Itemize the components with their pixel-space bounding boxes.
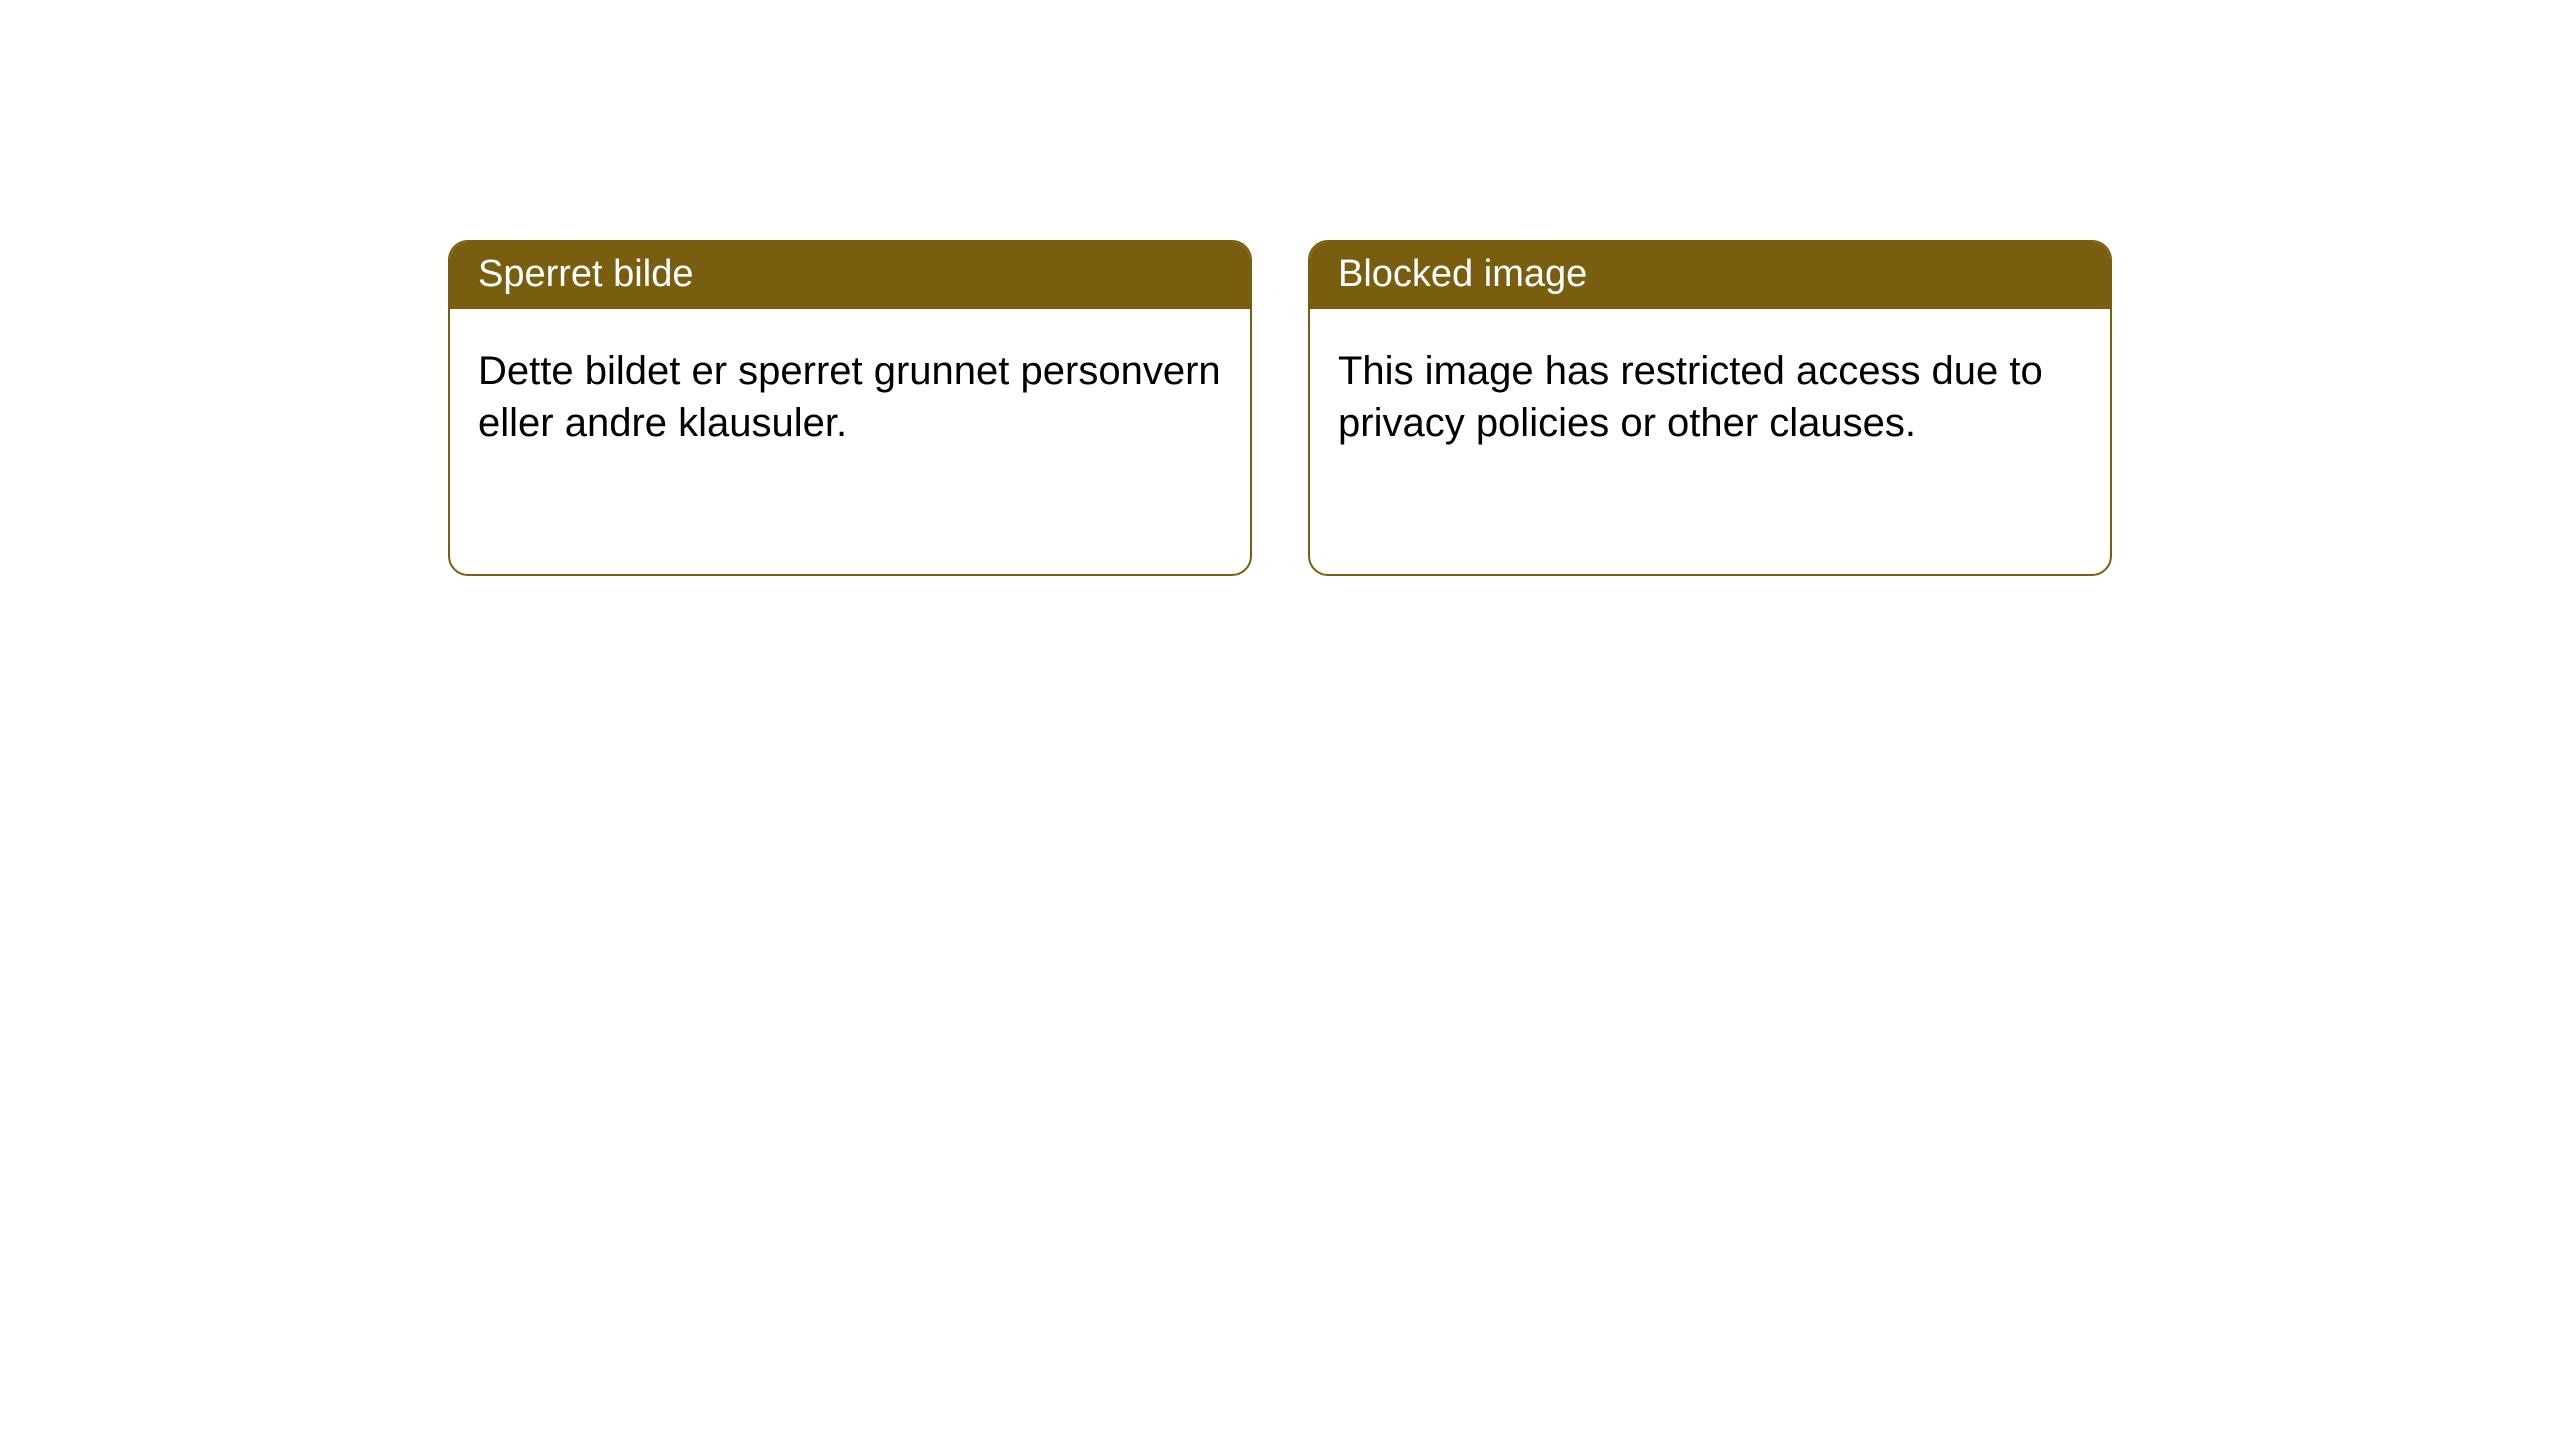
panels-container: Sperret bilde Dette bildet er sperret gr… [0,0,2560,576]
blocked-image-panel-no: Sperret bilde Dette bildet er sperret gr… [448,240,1252,576]
panel-body: Dette bildet er sperret grunnet personve… [450,309,1250,485]
panel-body: This image has restricted access due to … [1310,309,2110,485]
panel-header: Sperret bilde [450,242,1250,309]
blocked-image-panel-en: Blocked image This image has restricted … [1308,240,2112,576]
panel-header: Blocked image [1310,242,2110,309]
